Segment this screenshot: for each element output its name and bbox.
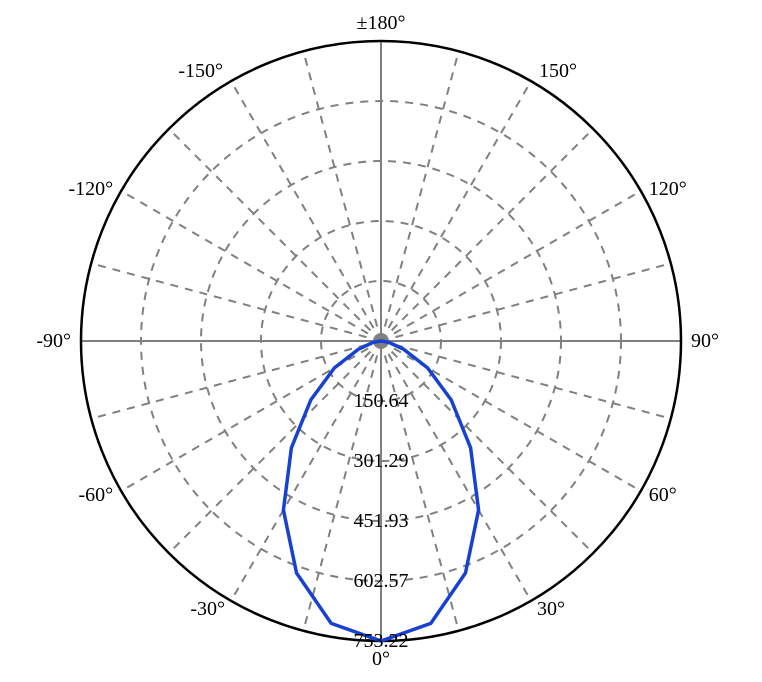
angle-label: -60° [79, 484, 114, 506]
radial-tick-label: 301.29 [354, 450, 409, 472]
polar-chart: 150.64301.29451.93602.57753.22±180°150°1… [0, 0, 762, 682]
radial-tick-label: 150.64 [354, 390, 409, 412]
angle-label: ±180° [357, 12, 406, 34]
angle-label: -150° [178, 60, 223, 82]
angle-label: -30° [190, 598, 225, 620]
angle-label: 0° [372, 648, 390, 670]
angle-label: -120° [69, 178, 114, 200]
angle-label: 120° [649, 178, 687, 200]
angle-label: 30° [537, 598, 565, 620]
angle-label: 150° [539, 60, 577, 82]
angle-label: -90° [36, 330, 71, 352]
radial-tick-label: 451.93 [354, 510, 409, 532]
angle-label: 60° [649, 484, 677, 506]
radial-tick-label: 602.57 [354, 570, 409, 592]
angle-label: 90° [691, 330, 719, 352]
